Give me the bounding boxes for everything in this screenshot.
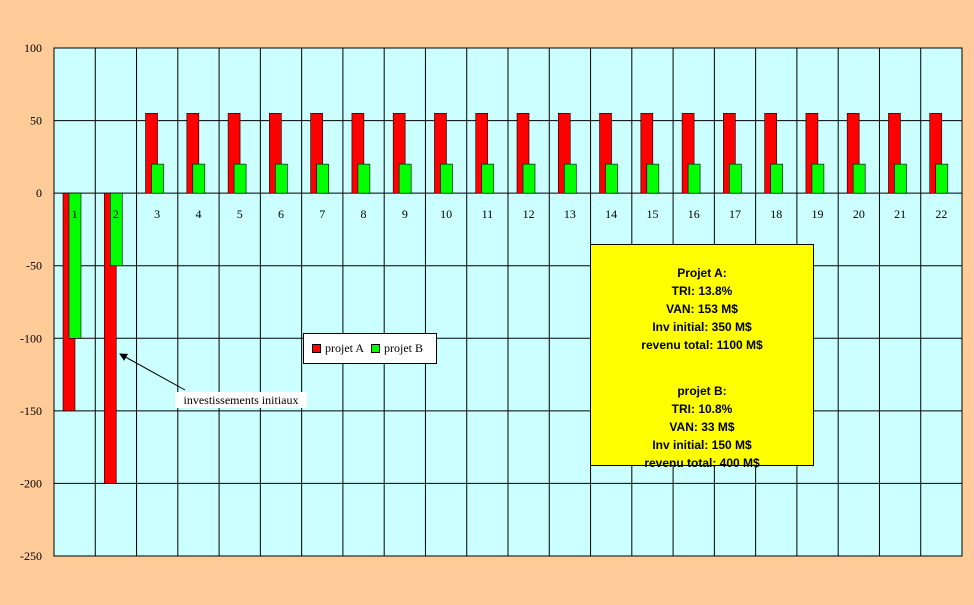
bar-projet-b: [481, 163, 495, 194]
bar-projet-b: [275, 163, 288, 194]
bar-projet-b: [646, 163, 660, 194]
x-tick-label: 8: [361, 207, 367, 221]
x-tick-label: 4: [195, 207, 201, 221]
y-tick-label: 100: [24, 41, 42, 55]
summary-a-van: VAN: 153 M$: [666, 302, 738, 316]
y-tick-label: -150: [20, 404, 42, 418]
bar-projet-b: [522, 163, 536, 194]
project-summary-box: Projet A: TRI: 13.8% VAN: 153 M$ Inv ini…: [590, 244, 814, 470]
annotation-text: investissements initiaux: [184, 393, 299, 407]
x-tick-label: 16: [688, 207, 700, 221]
bar-projet-b: [316, 163, 329, 194]
y-tick-label: -200: [20, 476, 42, 490]
x-tick-label: 9: [402, 207, 408, 221]
bar-projet-b: [605, 163, 618, 194]
summary-b-van: VAN: 33 M$: [669, 420, 735, 434]
bar-projet-b: [357, 163, 371, 194]
legend-label-projet-a: projet A: [325, 341, 364, 355]
bar-projet-b: [398, 163, 412, 194]
summary-b-rev: revenu total: 400 M$: [644, 456, 760, 470]
bar-projet-b: [852, 163, 866, 194]
summary-a-tri: TRI: 13.8%: [671, 284, 733, 298]
summary-b-inv: Inv initial: 150 M$: [652, 438, 752, 452]
x-tick-label: 1: [72, 207, 78, 221]
summary-b-title: projet B:: [677, 384, 727, 398]
bar-projet-b: [151, 163, 164, 194]
x-tick-label: 13: [564, 207, 576, 221]
x-tick-label: 10: [440, 207, 452, 221]
x-tick-label: 12: [523, 207, 535, 221]
annotation-arrow: [119, 353, 186, 391]
x-tick-label: 11: [482, 207, 494, 221]
bar-projet-b: [935, 163, 949, 194]
bar-projet-b: [440, 163, 453, 194]
x-tick-label: 18: [770, 207, 782, 221]
x-tick-label: 6: [278, 207, 284, 221]
legend-item-projet-b: projet B: [371, 341, 423, 356]
x-tick-label: 20: [853, 207, 865, 221]
summary-a-title: Projet A:: [677, 266, 727, 280]
summary-a-inv: Inv initial: 350 M$: [652, 320, 752, 334]
summary-gap: [591, 354, 813, 382]
x-tick-label: 3: [154, 207, 160, 221]
legend-item-projet-a: projet A: [312, 341, 364, 356]
x-tick-label: 14: [605, 207, 617, 221]
x-tick-label: 5: [237, 207, 243, 221]
bar-projet-b: [687, 163, 701, 194]
bar-projet-b: [109, 192, 123, 267]
x-tick-label: 7: [319, 207, 325, 221]
bar-projet-b: [811, 163, 825, 194]
bar-projet-b: [68, 192, 82, 339]
x-tick-label: 2: [113, 207, 119, 221]
bar-projet-b: [233, 163, 247, 194]
legend-swatch-projet-b: [371, 344, 380, 353]
legend-swatch-projet-a: [312, 344, 321, 353]
x-tick-label: 21: [894, 207, 906, 221]
x-tick-label: 22: [935, 207, 947, 221]
x-tick-label: 17: [729, 207, 741, 221]
bar-projet-b: [894, 163, 907, 194]
chart-legend: projet A projet B: [303, 333, 437, 364]
bar-projet-b: [729, 163, 742, 194]
y-tick-label: -50: [26, 259, 42, 273]
bar-projet-b: [563, 163, 577, 194]
x-tick-label: 19: [812, 207, 824, 221]
legend-label-projet-b: projet B: [384, 341, 423, 355]
y-tick-label: 50: [30, 114, 42, 128]
x-tick-label: 15: [646, 207, 658, 221]
y-tick-label: -100: [20, 331, 42, 345]
summary-b-tri: TRI: 10.8%: [671, 402, 733, 416]
annotation-box: [175, 392, 307, 408]
bar-projet-b: [192, 163, 206, 194]
summary-a-rev: revenu total: 1100 M$: [641, 338, 763, 352]
bar-projet-b: [770, 163, 783, 194]
y-tick-label: -250: [20, 549, 42, 563]
y-tick-label: 0: [36, 186, 42, 200]
